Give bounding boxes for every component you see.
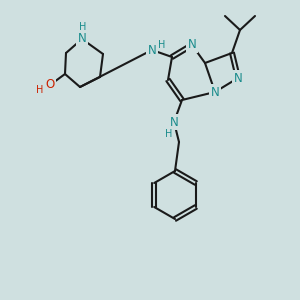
Text: N: N xyxy=(148,44,156,56)
Text: H: H xyxy=(158,40,165,50)
Text: H: H xyxy=(165,129,173,139)
Text: N: N xyxy=(169,116,178,128)
Text: H: H xyxy=(79,22,87,32)
Text: N: N xyxy=(188,38,196,52)
Text: N: N xyxy=(211,85,219,98)
Text: H: H xyxy=(36,85,43,95)
Text: O: O xyxy=(45,79,55,92)
Text: N: N xyxy=(234,71,242,85)
Text: N: N xyxy=(78,32,86,46)
